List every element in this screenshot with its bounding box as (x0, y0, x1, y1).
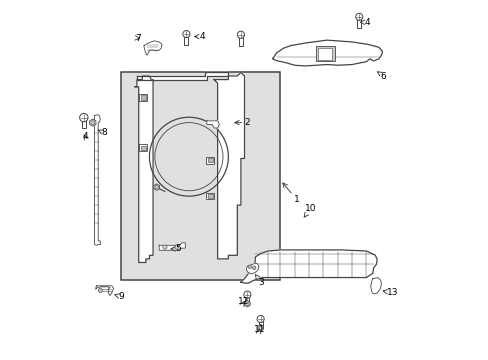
Bar (121, 72, 280, 280)
Circle shape (98, 288, 102, 293)
Polygon shape (244, 301, 250, 307)
Text: 10: 10 (304, 204, 316, 217)
Bar (206, 193, 214, 199)
Polygon shape (154, 184, 159, 190)
Bar (139, 144, 147, 151)
Text: 12: 12 (238, 297, 249, 307)
Polygon shape (94, 115, 100, 245)
Circle shape (80, 113, 88, 122)
Text: 7: 7 (135, 34, 141, 43)
Polygon shape (245, 294, 249, 303)
Polygon shape (135, 76, 153, 262)
Polygon shape (81, 118, 86, 128)
Text: 2: 2 (234, 118, 250, 127)
Text: 8: 8 (98, 128, 106, 137)
Bar (141, 95, 145, 100)
Polygon shape (159, 243, 185, 250)
Circle shape (237, 31, 244, 38)
Bar (141, 146, 145, 150)
Circle shape (257, 315, 264, 323)
Text: 4: 4 (82, 132, 88, 141)
Polygon shape (89, 119, 96, 126)
Polygon shape (137, 72, 228, 80)
Polygon shape (246, 263, 258, 274)
Text: 4: 4 (360, 18, 369, 27)
Circle shape (91, 121, 95, 125)
Circle shape (245, 302, 248, 306)
Polygon shape (206, 121, 219, 128)
Polygon shape (370, 278, 381, 294)
Text: 5: 5 (171, 244, 181, 253)
Text: 11: 11 (253, 325, 264, 334)
Circle shape (247, 265, 251, 269)
Polygon shape (357, 17, 361, 28)
Polygon shape (239, 35, 243, 45)
Circle shape (252, 266, 255, 270)
Bar (139, 94, 147, 101)
Circle shape (183, 31, 189, 37)
Bar (316, 46, 334, 61)
Text: 9: 9 (115, 292, 124, 301)
Polygon shape (257, 324, 263, 331)
Bar (207, 194, 213, 198)
Circle shape (258, 326, 262, 329)
Polygon shape (184, 34, 188, 45)
Bar (206, 157, 214, 163)
Polygon shape (96, 286, 113, 296)
Polygon shape (258, 319, 262, 328)
Polygon shape (272, 40, 382, 66)
Text: 6: 6 (377, 72, 386, 81)
Bar (207, 158, 213, 162)
Text: 13: 13 (382, 288, 398, 297)
Circle shape (155, 185, 158, 189)
Text: 1: 1 (282, 183, 299, 204)
Polygon shape (144, 41, 162, 55)
Circle shape (174, 245, 178, 249)
Text: 3: 3 (255, 274, 264, 287)
Polygon shape (214, 72, 244, 259)
Circle shape (163, 245, 167, 249)
Circle shape (355, 13, 362, 21)
Polygon shape (241, 250, 376, 283)
Circle shape (244, 291, 250, 298)
Bar (317, 48, 332, 59)
Text: 4: 4 (194, 32, 205, 41)
